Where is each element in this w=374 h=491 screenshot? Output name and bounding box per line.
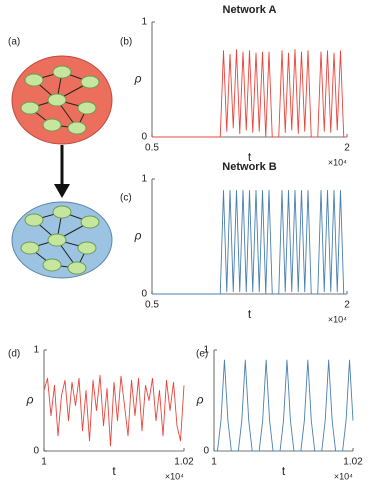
x-axis-label: t xyxy=(248,307,252,321)
x-tick-label: 1 xyxy=(211,457,217,468)
network-b-diagram xyxy=(11,201,113,279)
x-scale-label: ×10⁴ xyxy=(334,471,353,481)
x-tick-label: 1 xyxy=(41,457,47,468)
y-tick-label: 1 xyxy=(141,17,147,28)
panel-label: (d) xyxy=(8,349,20,360)
x-tick-label: 1.02 xyxy=(174,457,194,468)
y-axis-label: ρ xyxy=(26,393,34,407)
x-tick-label: 0.5 xyxy=(145,143,159,154)
panel-label: (c) xyxy=(120,193,132,204)
x-axis-label: t xyxy=(282,464,286,478)
data-line xyxy=(214,359,354,452)
y-tick-label: 1 xyxy=(141,174,147,185)
panel-label: (e) xyxy=(196,349,208,360)
chart-title: Network B xyxy=(222,161,276,173)
network-a-diagram xyxy=(11,55,113,145)
y-tick-label: 0 xyxy=(141,289,147,300)
data-line xyxy=(43,374,185,447)
x-scale-label: ×10⁴ xyxy=(328,314,347,324)
y-tick-label: 0 xyxy=(203,446,209,457)
x-scale-label: ×10⁴ xyxy=(165,471,184,481)
data-line xyxy=(152,49,347,138)
y-axis-label: ρ xyxy=(196,393,204,407)
x-axis-label: t xyxy=(112,464,116,478)
y-axis-label: ρ xyxy=(134,229,142,243)
y-tick-label: 1 xyxy=(203,345,209,356)
y-axis-label: ρ xyxy=(134,72,142,86)
y-tick-label: 0 xyxy=(33,446,39,457)
y-tick-label: 1 xyxy=(33,345,39,356)
x-tick-label: 0.5 xyxy=(145,300,159,311)
x-tick-label: 2 xyxy=(344,143,350,154)
chart-title: Network A xyxy=(223,4,277,16)
x-tick-label: 1.02 xyxy=(343,457,363,468)
coupling-arrow xyxy=(54,145,70,198)
x-tick-label: 2 xyxy=(344,300,350,311)
x-scale-label: ×10⁴ xyxy=(328,157,347,167)
data-line xyxy=(152,190,347,295)
x-axis-label: t xyxy=(248,150,252,164)
panel-label: (b) xyxy=(120,37,132,48)
panel-label: (a) xyxy=(8,37,20,48)
y-tick-label: 0 xyxy=(141,132,147,143)
